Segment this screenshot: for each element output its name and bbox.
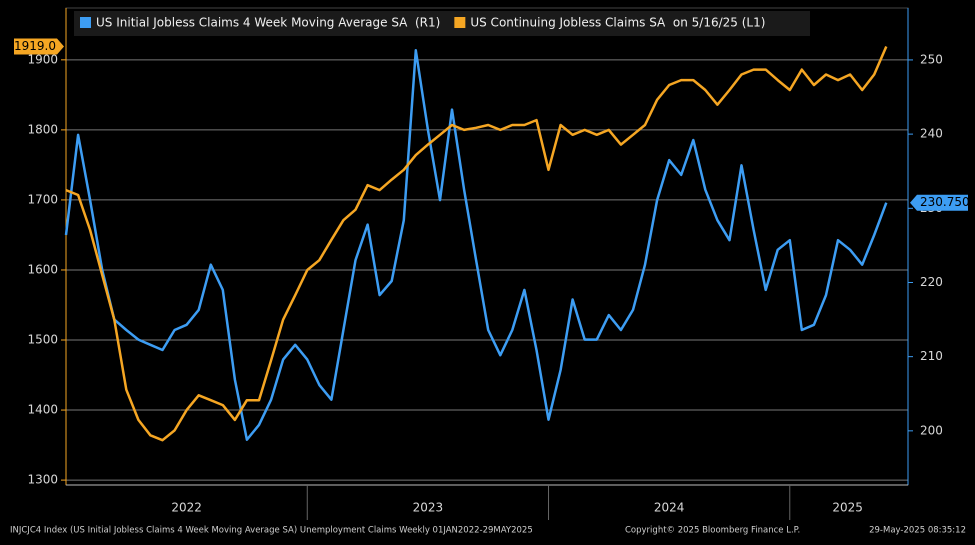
y2-tick-label: 200: [920, 423, 943, 437]
legend-label: US Continuing Jobless Claims SA on 5/16/…: [470, 16, 765, 30]
footer-right: 29-May-2025 08:35:12: [869, 526, 966, 536]
last-value-label: 230.750: [920, 195, 970, 209]
legend-box: [74, 11, 810, 36]
last-value-box: [910, 194, 968, 211]
y-tick-label: 1400: [27, 403, 58, 417]
x-tick-label: 2025: [832, 501, 863, 515]
legend-label: US Initial Jobless Claims 4 Week Moving …: [96, 16, 440, 30]
series-line: [65, 46, 888, 442]
legend-swatch: [454, 17, 466, 28]
y2-tick-label: 220: [920, 275, 943, 289]
y2-tick-label: 210: [920, 349, 943, 363]
last-value-box: [14, 38, 64, 55]
y2-tick-label: 240: [920, 127, 943, 141]
y2-tick-label: 250: [920, 52, 943, 66]
x-tick-label: 2024: [654, 501, 685, 515]
y-tick-label: 1300: [27, 473, 58, 487]
series-line: [64, 49, 888, 441]
x-tick-label: 2022: [171, 501, 202, 515]
footer-center: Copyright© 2025 Bloomberg Finance L.P.: [625, 526, 800, 536]
y-tick-label: 1500: [27, 333, 58, 347]
last-value-label: 1919.0: [14, 39, 56, 53]
x-tick-label: 2023: [413, 501, 444, 515]
y-tick-label: 1800: [27, 122, 58, 136]
y-tick-label: 1900: [27, 52, 58, 66]
y-tick-label: 1700: [27, 192, 58, 206]
footer-left: INJCJC4 Index (US Initial Jobless Claims…: [10, 526, 533, 536]
legend-swatch: [80, 17, 91, 28]
y-tick-label: 1600: [27, 262, 58, 276]
